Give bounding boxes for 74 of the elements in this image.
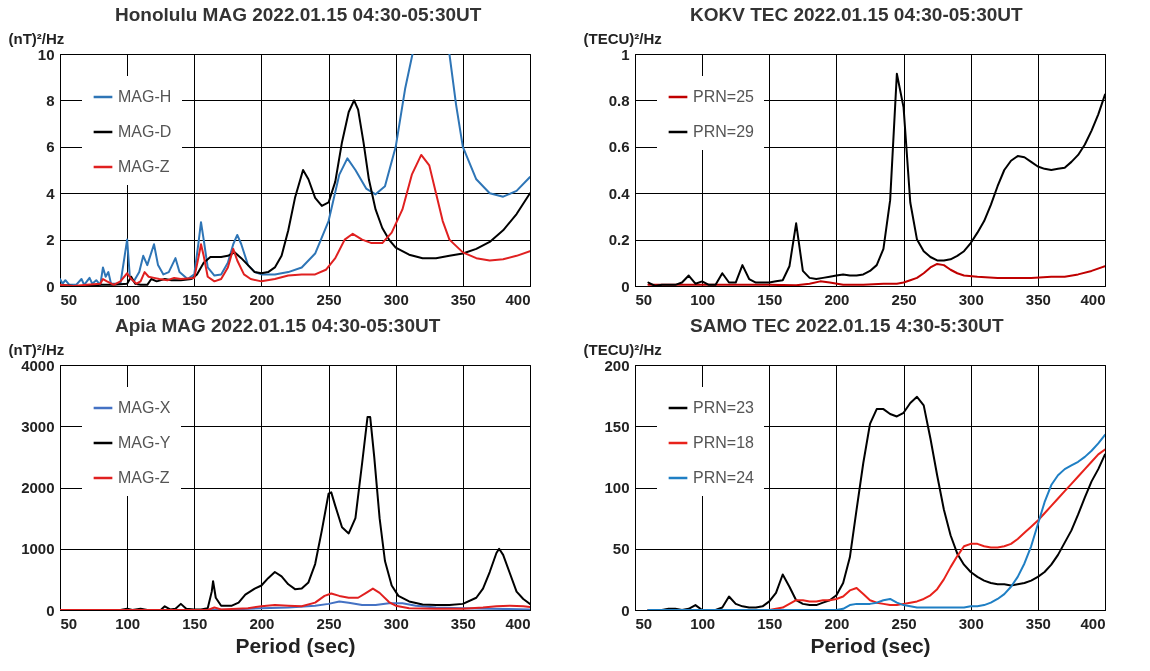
x-tick-label: 50: [60, 614, 78, 632]
x-tick-label: 400: [1080, 614, 1106, 632]
x-tick-label: 250: [891, 290, 917, 308]
y-tick-label: 3000: [21, 417, 55, 435]
y-axis-title: (nT)²/Hz: [8, 29, 65, 47]
legend-label: PRN=23: [693, 399, 755, 416]
x-tick-label: 50: [635, 614, 653, 632]
x-tick-label: 150: [182, 290, 208, 308]
x-tick-label: 200: [249, 614, 275, 632]
legend-label: MAG-Y: [118, 434, 171, 451]
chart-title: KOKV TEC 2022.01.15 04:30-05:30UT: [690, 4, 1024, 25]
x-tick-label: 300: [958, 290, 984, 308]
legend-label: PRN=29: [693, 123, 755, 140]
x-tick-label: 100: [115, 290, 141, 308]
x-tick-label: 350: [1025, 290, 1051, 308]
y-tick-label: 200: [604, 356, 630, 374]
x-tick-label: 100: [690, 290, 716, 308]
y-axis-title: (TECU)²/Hz: [583, 29, 662, 47]
y-tick-label: 0: [621, 601, 630, 619]
legend-label: MAG-Z: [118, 158, 170, 175]
x-tick-label: 350: [450, 614, 476, 632]
y-tick-label: 100: [604, 479, 630, 496]
y-tick-label: 0.4: [608, 184, 631, 202]
y-tick-label: 8: [46, 91, 55, 109]
chart-title: Apia MAG 2022.01.15 04:30-05:30UT: [115, 315, 441, 336]
x-axis-title: Period (sec): [235, 633, 356, 657]
x-tick-label: 250: [316, 290, 342, 308]
x-tick-label: 350: [450, 290, 476, 308]
x-tick-label: 200: [249, 290, 275, 308]
legend-label: PRN=24: [693, 469, 755, 486]
legend-label: MAG-Z: [118, 469, 170, 486]
x-tick-label: 200: [824, 290, 850, 308]
y-tick-label: 0: [621, 277, 630, 295]
y-tick-label: 2000: [21, 479, 55, 496]
chart-title: SAMO TEC 2022.01.15 4:30-5:30UT: [690, 315, 1005, 336]
y-tick-label: 0: [46, 277, 55, 295]
legend-label: MAG-D: [118, 123, 172, 140]
y-axis-title: (nT)²/Hz: [8, 340, 65, 358]
x-tick-label: 350: [1025, 614, 1051, 632]
x-tick-label: 50: [635, 290, 653, 308]
x-tick-label: 150: [757, 614, 783, 632]
legend-label: PRN=25: [693, 88, 755, 105]
legend-label: PRN=18: [693, 434, 755, 451]
legend-label: MAG-H: [118, 88, 172, 105]
x-tick-label: 200: [824, 614, 850, 632]
x-tick-label: 100: [690, 614, 716, 632]
y-tick-label: 10: [37, 45, 55, 63]
x-tick-label: 300: [383, 290, 409, 308]
y-tick-label: 6: [46, 138, 55, 156]
chart-title: Honolulu MAG 2022.01.15 04:30-05:30UT: [115, 4, 482, 25]
y-tick-label: 0: [46, 601, 55, 619]
y-axis-title: (TECU)²/Hz: [583, 340, 662, 358]
x-tick-label: 400: [505, 290, 531, 308]
x-tick-label: 400: [1080, 290, 1106, 308]
y-tick-label: 150: [604, 417, 630, 435]
x-tick-label: 100: [115, 614, 141, 632]
y-tick-label: 50: [612, 540, 630, 558]
y-tick-label: 2: [46, 231, 55, 249]
y-tick-label: 1: [621, 45, 630, 63]
x-tick-label: 400: [505, 614, 531, 632]
x-tick-label: 250: [316, 614, 342, 632]
legend-label: MAG-X: [118, 399, 171, 416]
x-tick-label: 150: [757, 290, 783, 308]
x-tick-label: 300: [383, 614, 409, 632]
x-tick-label: 250: [891, 614, 917, 632]
y-tick-label: 1000: [21, 540, 55, 558]
x-tick-label: 150: [182, 614, 208, 632]
y-tick-label: 0.2: [608, 231, 630, 249]
x-tick-label: 50: [60, 290, 78, 308]
y-tick-label: 4: [46, 184, 56, 202]
y-tick-label: 0.6: [608, 138, 630, 156]
x-tick-label: 300: [958, 614, 984, 632]
y-tick-label: 0.8: [608, 91, 630, 109]
x-axis-title: Period (sec): [810, 633, 931, 657]
